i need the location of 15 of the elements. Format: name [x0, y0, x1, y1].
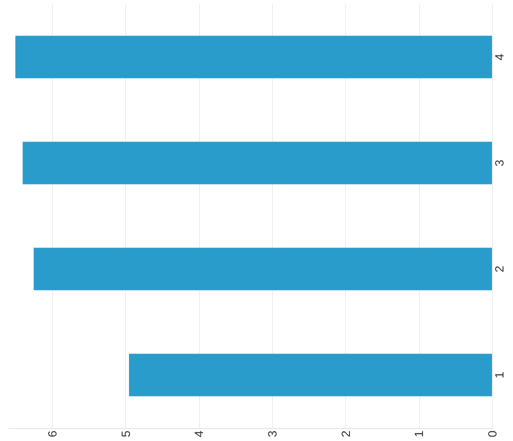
bar	[129, 354, 492, 396]
x-tick-label: 3	[266, 430, 280, 438]
y-tick-label: 2	[492, 265, 506, 272]
bar	[34, 248, 492, 290]
bar	[22, 142, 492, 184]
y-tick-label: 1	[492, 371, 506, 378]
bar	[15, 36, 492, 78]
x-tick-label: 5	[118, 430, 133, 438]
x-tick-label: 1	[412, 430, 426, 438]
x-tick-label: 4	[192, 430, 206, 438]
y-tick-label: 4	[492, 53, 506, 60]
x-tick-label: 2	[338, 430, 353, 438]
x-tick-label: 6	[46, 430, 60, 438]
y-tick-label: 3	[492, 159, 506, 166]
x-tick-label: 0	[486, 430, 500, 438]
